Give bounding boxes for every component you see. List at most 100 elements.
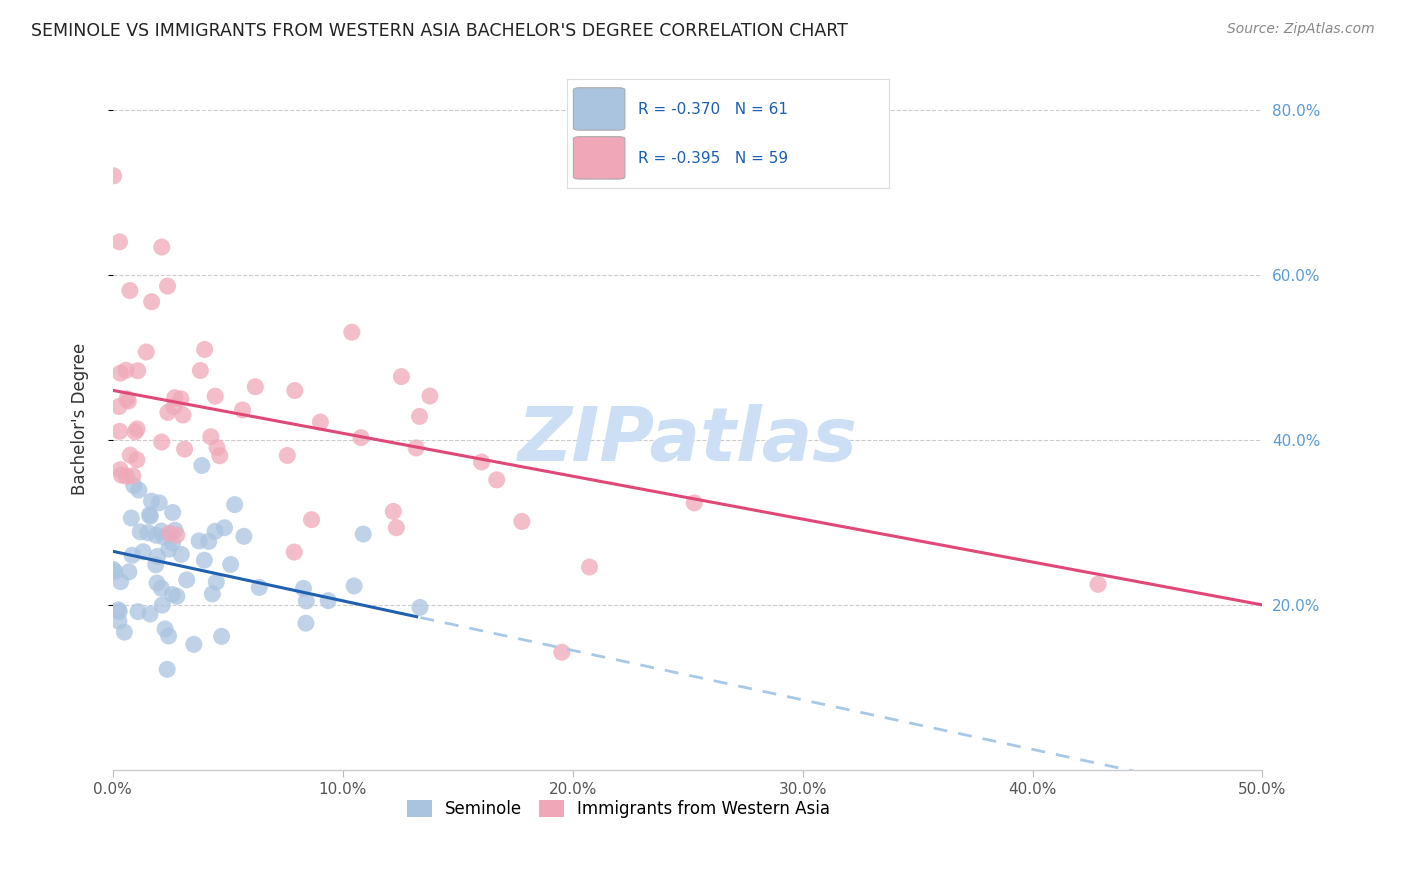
Point — [110, 366, 132, 380]
Point — [127, 422, 149, 436]
Point — [132, 545, 155, 559]
Text: Source: ZipAtlas.com: Source: ZipAtlas.com — [1227, 22, 1375, 37]
Point — [125, 452, 148, 467]
Point — [183, 637, 205, 651]
Point — [214, 521, 236, 535]
Point — [110, 468, 132, 483]
Point — [115, 469, 138, 483]
Point — [104, 565, 127, 579]
Point — [350, 431, 373, 445]
Point — [156, 662, 179, 676]
Y-axis label: Bachelor's Degree: Bachelor's Degree — [72, 343, 89, 495]
Point — [162, 536, 184, 550]
Text: SEMINOLE VS IMMIGRANTS FROM WESTERN ASIA BACHELOR'S DEGREE CORRELATION CHART: SEMINOLE VS IMMIGRANTS FROM WESTERN ASIA… — [31, 22, 848, 40]
Point — [115, 392, 138, 406]
Point — [409, 600, 432, 615]
Point — [141, 294, 163, 309]
Point — [146, 576, 169, 591]
Point — [162, 587, 184, 601]
Point — [224, 498, 246, 512]
Point — [247, 581, 270, 595]
Point — [309, 415, 332, 429]
Point — [301, 513, 323, 527]
Point — [166, 589, 188, 603]
Point — [108, 425, 131, 439]
Point — [145, 528, 167, 542]
Point — [145, 558, 167, 572]
Point — [551, 645, 574, 659]
Point — [110, 463, 132, 477]
Point — [166, 528, 188, 542]
Point — [245, 380, 267, 394]
Point — [136, 525, 159, 540]
Point — [385, 521, 408, 535]
Point — [295, 594, 318, 608]
Point — [112, 625, 135, 640]
Point — [135, 345, 157, 359]
Point — [165, 523, 187, 537]
Point — [129, 524, 152, 539]
Point — [139, 607, 162, 621]
Point — [382, 504, 405, 518]
Point — [191, 458, 214, 473]
Legend: Seminole, Immigrants from Western Asia: Seminole, Immigrants from Western Asia — [401, 793, 837, 825]
Point — [163, 400, 186, 414]
Point — [152, 530, 174, 544]
Point — [138, 508, 160, 522]
Point — [150, 240, 173, 254]
Point — [118, 565, 141, 579]
Point — [276, 449, 298, 463]
Point — [485, 473, 508, 487]
Point — [204, 524, 226, 539]
Point — [408, 409, 430, 424]
Point — [190, 363, 212, 377]
Point — [295, 616, 318, 631]
Point — [343, 579, 366, 593]
Point — [148, 496, 170, 510]
Point — [284, 384, 307, 398]
Point — [162, 506, 184, 520]
Point — [121, 468, 143, 483]
Point — [115, 363, 138, 377]
Point — [205, 574, 228, 589]
Point — [204, 389, 226, 403]
Point — [127, 364, 149, 378]
Point — [292, 582, 315, 596]
Point — [159, 526, 181, 541]
Point — [232, 529, 254, 543]
Point — [283, 545, 305, 559]
Point — [107, 603, 129, 617]
Point — [150, 598, 173, 612]
Point — [103, 169, 125, 183]
Point — [193, 553, 215, 567]
Point — [128, 483, 150, 498]
Point — [510, 515, 533, 529]
Text: ZIPatlas: ZIPatlas — [517, 404, 858, 477]
Point — [122, 478, 145, 492]
Point — [118, 284, 141, 298]
Point — [163, 391, 186, 405]
Point — [127, 605, 149, 619]
Point — [170, 547, 193, 561]
Point — [110, 574, 132, 589]
Point — [205, 441, 228, 455]
Point — [150, 435, 173, 450]
Point — [156, 279, 179, 293]
Point — [419, 389, 441, 403]
Point — [146, 549, 169, 564]
Point — [211, 629, 233, 643]
Point — [117, 394, 139, 409]
Point — [201, 587, 224, 601]
Point — [200, 430, 222, 444]
Point — [1087, 577, 1109, 591]
Point — [471, 455, 494, 469]
Point — [156, 405, 179, 419]
Point — [231, 403, 253, 417]
Point — [208, 449, 231, 463]
Point — [340, 325, 363, 339]
Point — [391, 369, 413, 384]
Point — [176, 573, 198, 587]
Point — [120, 511, 142, 525]
Point — [578, 560, 600, 574]
Point — [170, 392, 193, 406]
